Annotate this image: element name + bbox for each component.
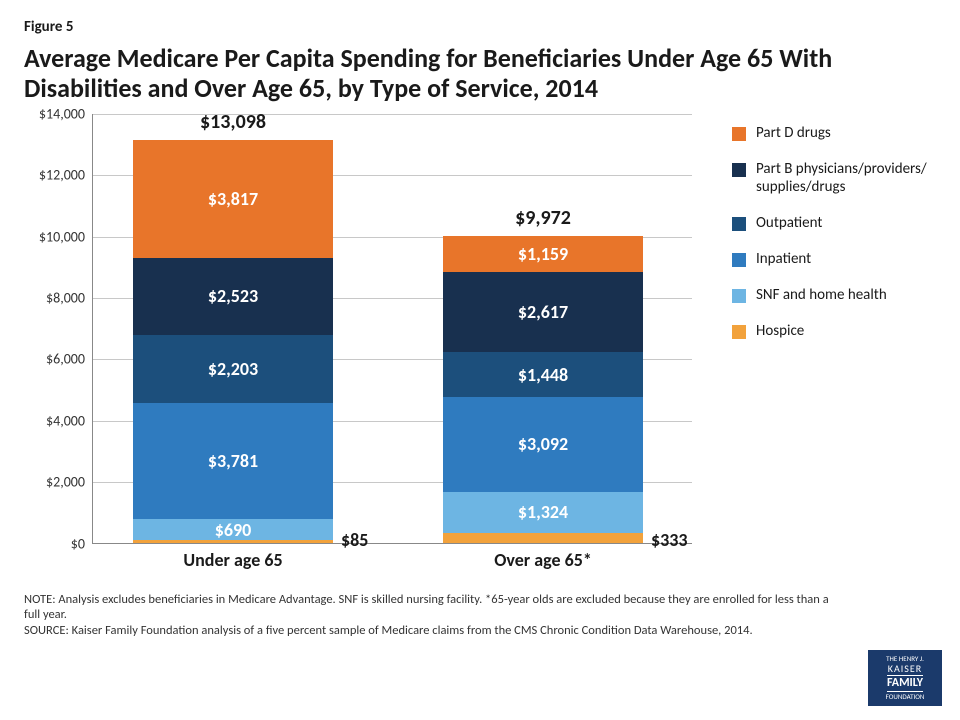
y-axis-label: $2,000 (46, 474, 93, 491)
y-axis-label: $14,000 (39, 105, 93, 122)
segment-value-label: $1,448 (518, 364, 568, 386)
kff-logo: THE HENRY J. KAISER FAMILY FOUNDATION (868, 650, 942, 706)
legend-text: SNF and home health (756, 286, 887, 304)
bar-segment (443, 533, 643, 543)
bar-segment: $2,523 (133, 258, 333, 335)
legend-text: Inpatient (756, 250, 811, 268)
bar-segment: $2,617 (443, 272, 643, 352)
legend-text: Outpatient (756, 214, 822, 232)
bar-segment: $1,324 (443, 492, 643, 533)
plot: $0$2,000$4,000$6,000$8,000$10,000$12,000… (92, 114, 692, 544)
bar-group: $1,324$3,092$1,448$2,617$1,159$9,972$333 (443, 236, 643, 542)
legend-swatch (732, 163, 746, 177)
segment-value-label: $3,092 (518, 433, 568, 455)
y-axis-label: $12,000 (39, 167, 93, 184)
legend-swatch (732, 127, 746, 141)
legend-item: Part B physicians/providers/ supplies/dr… (732, 160, 960, 196)
y-axis-label: $10,000 (39, 228, 93, 245)
source-text: SOURCE: Kaiser Family Foundation analysi… (24, 623, 846, 639)
legend-swatch (732, 325, 746, 339)
logo-line3: FAMILY (887, 675, 923, 692)
y-axis-label: $8,000 (46, 290, 93, 307)
bar-segment: $1,448 (443, 352, 643, 396)
legend-item: Outpatient (732, 214, 960, 232)
bar-segment: $3,781 (133, 403, 333, 519)
segment-value-label: $2,617 (518, 301, 568, 323)
logo-line2: KAISER (888, 663, 922, 674)
chart-title: Average Medicare Per Capita Spending for… (24, 44, 936, 104)
segment-value-label: $2,523 (208, 285, 258, 307)
x-category-label: Over age 65* (443, 543, 643, 571)
legend: Part D drugs Part B physicians/providers/… (732, 124, 960, 358)
segment-value-label: $1,324 (518, 501, 568, 523)
legend-text: Part D drugs (756, 124, 831, 142)
y-axis-label: $4,000 (46, 412, 93, 429)
bar-side-label: $333 (651, 529, 688, 551)
bar-segment: $3,817 (133, 140, 333, 257)
segment-value-label: $2,203 (208, 358, 258, 380)
x-category-label: Under age 65 (133, 543, 333, 571)
legend-item: Part D drugs (732, 124, 960, 142)
chart-area: $0$2,000$4,000$6,000$8,000$10,000$12,000… (72, 114, 936, 584)
bar-side-label: $85 (341, 529, 368, 551)
legend-item: SNF and home health (732, 286, 960, 304)
segment-value-label: $3,781 (208, 450, 258, 472)
segment-value-label: $1,159 (518, 243, 568, 265)
legend-swatch (732, 289, 746, 303)
y-axis-label: $6,000 (46, 351, 93, 368)
legend-text: Hospice (756, 322, 804, 340)
segment-value-label: $3,817 (208, 188, 258, 210)
footnotes: NOTE: Analysis excludes beneficiaries in… (24, 592, 936, 639)
legend-swatch (732, 217, 746, 231)
segment-value-label: $690 (215, 519, 252, 541)
note-text: NOTE: Analysis excludes beneficiaries in… (24, 592, 846, 623)
legend-item: Inpatient (732, 250, 960, 268)
figure-label: Figure 5 (24, 18, 936, 36)
bar-group: $690$3,781$2,203$2,523$3,817$13,098$85 (133, 140, 333, 542)
bar-segment: $1,159 (443, 236, 643, 272)
legend-text: Part B physicians/providers/ supplies/dr… (756, 160, 960, 196)
y-axis-label: $0 (71, 535, 93, 552)
bar-segment: $3,092 (443, 397, 643, 492)
legend-swatch (732, 253, 746, 267)
logo-line4: FOUNDATION (886, 693, 925, 701)
bar-total-label: $13,098 (133, 110, 333, 134)
bar-segment: $2,203 (133, 335, 333, 403)
legend-item: Hospice (732, 322, 960, 340)
bar-segment: $690 (133, 519, 333, 540)
bar-total-label: $9,972 (443, 206, 643, 230)
